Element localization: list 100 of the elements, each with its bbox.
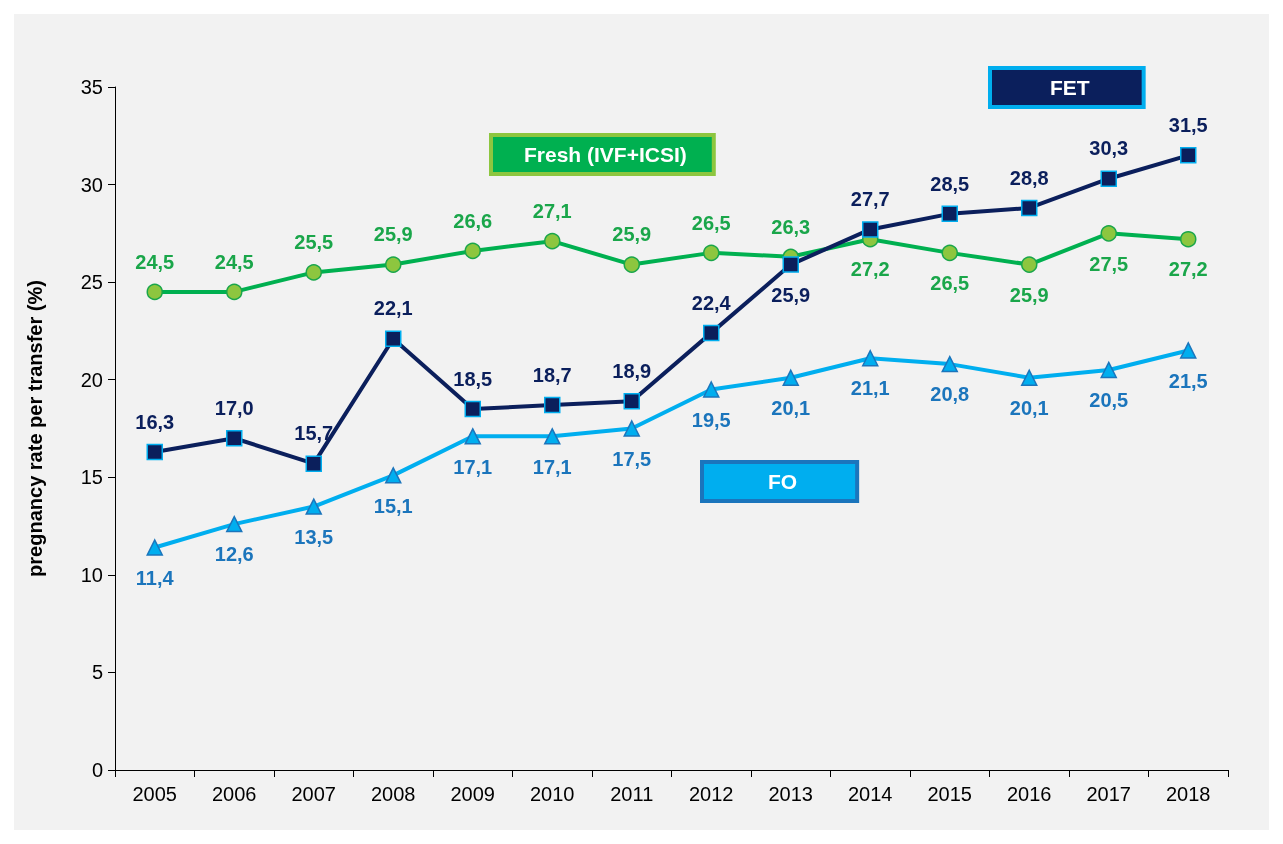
point	[623, 256, 640, 273]
y-tick-label: 5	[91, 661, 103, 684]
y-tick-label: 10	[80, 563, 103, 586]
point	[464, 242, 481, 260]
data-label: 18,5	[453, 367, 493, 390]
data-label: 17,1	[532, 455, 572, 478]
data-label: 22,1	[373, 297, 413, 320]
y-axis-title: pregnancy rate per transfer (%)	[24, 280, 46, 577]
point	[1100, 361, 1117, 379]
point	[782, 256, 799, 273]
data-label: 18,9	[612, 359, 652, 382]
data-label: 26,6	[453, 209, 493, 232]
point	[1180, 342, 1197, 359]
x-tick-label: 2016	[1007, 783, 1052, 805]
data-label: 15,1	[373, 494, 413, 517]
data-label: 21,5	[1168, 369, 1208, 392]
data-label: 17,5	[612, 447, 652, 470]
point	[1100, 170, 1117, 187]
data-label: 31,5	[1168, 114, 1208, 137]
data-label: 11,4	[135, 566, 175, 589]
point	[305, 264, 322, 281]
point	[941, 355, 958, 373]
x-tick-label: 2017	[1086, 783, 1131, 805]
y-tick-label: 20	[80, 368, 103, 391]
point	[385, 256, 402, 273]
point	[464, 400, 481, 418]
y-tick-label: 0	[91, 759, 103, 781]
x-tick-label: 2010	[530, 783, 575, 805]
data-label: 12,6	[214, 543, 254, 566]
data-label: 28,8	[1009, 166, 1049, 189]
point	[385, 467, 402, 484]
point	[226, 515, 243, 533]
data-label: 27,7	[850, 188, 890, 211]
point	[226, 430, 243, 447]
point	[1100, 225, 1117, 242]
point	[544, 232, 561, 250]
text: Fresh (IVF+ICSI)	[524, 143, 687, 166]
data-label: 25,5	[294, 231, 334, 254]
x-tick-label: 2006	[212, 783, 257, 805]
y-tick-label: 25	[80, 271, 103, 294]
data-label: 20,5	[1089, 389, 1129, 412]
data-label: 27,2	[850, 258, 890, 281]
point	[146, 539, 163, 556]
point	[1180, 147, 1197, 164]
x-tick-label: 2012	[689, 783, 734, 805]
data-label: 18,7	[532, 363, 572, 386]
data-label: 20,8	[930, 383, 970, 406]
data-label: 16,3	[135, 410, 175, 433]
x-tick-label: 2009	[450, 783, 495, 805]
point	[623, 392, 640, 410]
x-tick-label: 2008	[371, 783, 416, 805]
point	[862, 350, 879, 367]
point	[703, 324, 720, 342]
data-label: 28,5	[930, 172, 970, 195]
point	[862, 221, 879, 238]
y-tick-label: 30	[80, 173, 103, 196]
x-tick-label: 2013	[768, 783, 813, 805]
data-label: 15,7	[294, 422, 334, 445]
data-label: 13,5	[294, 525, 334, 548]
point	[703, 244, 720, 262]
x-tick-label: 2018	[1166, 783, 1211, 805]
point	[941, 244, 958, 262]
x-tick-label: 2007	[291, 783, 336, 805]
data-label: 24,5	[214, 250, 254, 273]
point	[544, 396, 561, 414]
data-label: 25,9	[373, 223, 413, 246]
data-label: 21,1	[850, 377, 890, 400]
point	[941, 205, 958, 223]
point	[226, 283, 243, 301]
point	[782, 369, 799, 387]
data-label: 19,5	[691, 408, 731, 431]
data-label: 27,1	[532, 199, 572, 222]
data-label: 27,5	[1089, 252, 1129, 275]
data-label: 26,5	[930, 272, 970, 295]
y-tick-label: 35	[80, 76, 103, 98]
point	[1180, 230, 1197, 248]
point	[385, 330, 402, 347]
data-label: 20,1	[771, 397, 811, 420]
data-label: 27,2	[1168, 258, 1208, 281]
data-label: 17,1	[453, 455, 493, 478]
x-tick-label: 2011	[610, 783, 654, 805]
text: FO	[768, 470, 798, 493]
data-label: 25,9	[1009, 283, 1049, 306]
data-label: 30,3	[1089, 137, 1129, 160]
point	[1021, 256, 1038, 273]
point	[305, 455, 322, 472]
point	[1021, 199, 1038, 217]
data-label: 22,4	[691, 291, 732, 314]
data-label: 20,1	[1009, 397, 1049, 420]
point	[623, 420, 640, 437]
data-label: 26,3	[771, 215, 811, 238]
x-tick-label: 2015	[927, 783, 972, 805]
point	[703, 381, 720, 398]
point	[305, 498, 322, 515]
data-label: 17,0	[214, 397, 254, 420]
point	[146, 443, 163, 461]
point	[464, 428, 481, 445]
x-tick-label: 2005	[132, 783, 177, 805]
point	[146, 283, 163, 301]
data-label: 25,9	[771, 283, 811, 306]
